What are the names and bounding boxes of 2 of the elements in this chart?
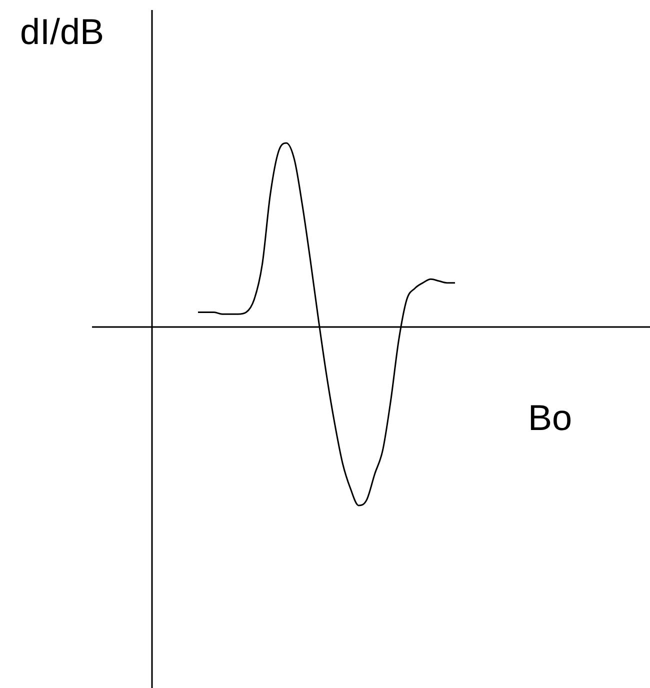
x-axis-title: Bo	[528, 396, 572, 440]
y-axis-title: dI/dB	[20, 10, 104, 54]
